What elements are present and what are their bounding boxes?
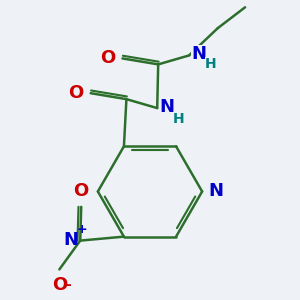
Text: N: N bbox=[159, 98, 174, 116]
Text: N: N bbox=[63, 231, 78, 249]
Text: O: O bbox=[100, 50, 116, 68]
Text: N: N bbox=[208, 182, 223, 200]
Text: N: N bbox=[191, 46, 206, 64]
Text: -: - bbox=[65, 278, 71, 292]
Text: O: O bbox=[68, 84, 84, 102]
Text: O: O bbox=[74, 182, 89, 200]
Text: O: O bbox=[52, 276, 67, 294]
Text: H: H bbox=[205, 57, 217, 71]
Text: +: + bbox=[77, 223, 88, 236]
Text: H: H bbox=[173, 112, 185, 126]
